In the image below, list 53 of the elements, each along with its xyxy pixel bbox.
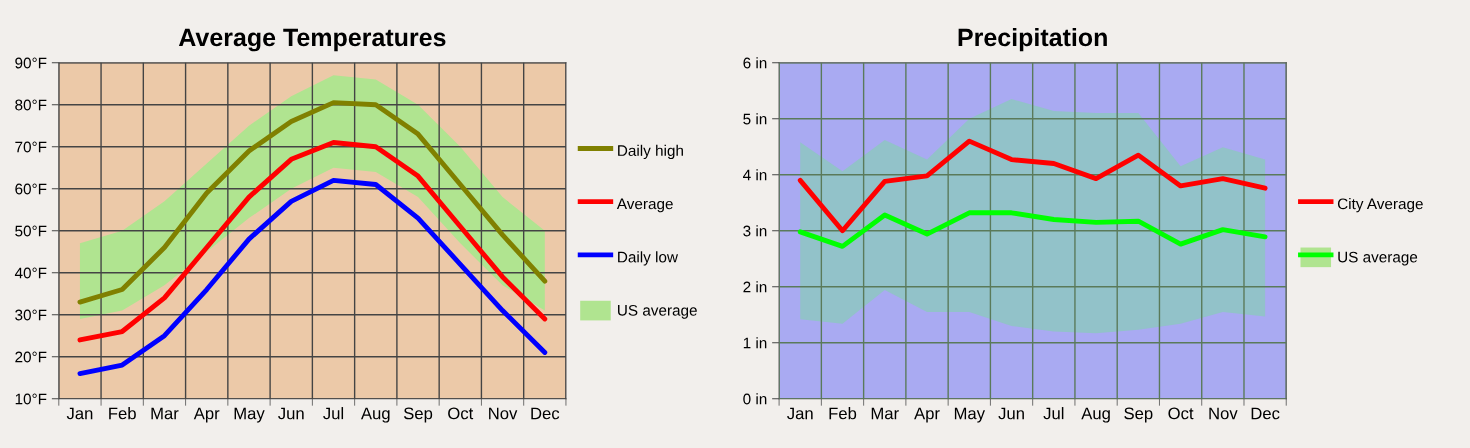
y-tick-label: 0 in: [743, 393, 767, 405]
x-tick-label: Mar: [871, 407, 899, 420]
legend-label: City Average: [1337, 198, 1423, 213]
y-tick-label: 2 in: [743, 281, 767, 293]
chart-title: Precipitation: [958, 27, 1107, 52]
y-tick-label: 50°F: [15, 225, 47, 237]
x-tick-label: Oct: [1168, 407, 1194, 420]
y-tick-label: 30°F: [15, 309, 47, 321]
x-tick-label: Feb: [109, 407, 136, 420]
line-series: [77, 177, 548, 376]
x-tick-label: Jan: [66, 407, 93, 420]
y-tick-label: 1 in: [743, 337, 767, 349]
y-tick-label: 5 in: [743, 113, 767, 125]
x-tick-label: Oct: [448, 407, 474, 420]
x-tick-label: Sep: [403, 407, 433, 423]
chart-title: Average Temperatures: [178, 28, 446, 52]
y-tick-label: 60°F: [15, 183, 47, 195]
legend-label: US average: [1338, 251, 1418, 266]
x-tick-label: May: [954, 407, 985, 423]
x-tick-label: Nov: [1209, 407, 1238, 420]
legend-label: US average: [618, 304, 697, 319]
y-tick-label: 6 in: [743, 57, 767, 69]
legend-label: Daily low: [618, 251, 679, 266]
y-tick-label: 40°F: [14, 267, 47, 279]
x-tick-label: May: [234, 407, 265, 423]
y-tick-label: 4 in: [743, 169, 767, 181]
x-tick-label: Jul: [1043, 407, 1064, 420]
legend-label: Daily high: [618, 144, 683, 160]
line-series: [77, 100, 548, 305]
x-tick-label: Aug: [360, 407, 390, 423]
x-tick-label: Dec: [1251, 407, 1280, 420]
x-tick-label: Jan: [787, 407, 813, 420]
x-tick-label: Sep: [1124, 407, 1153, 423]
x-tick-label: Aug: [1081, 407, 1110, 423]
x-tick-label: Dec: [531, 407, 560, 420]
y-tick-label: 70°F: [15, 141, 47, 153]
x-tick-label: Jun: [278, 407, 304, 420]
x-tick-label: Mar: [151, 407, 179, 420]
x-tick-label: Nov: [489, 407, 518, 420]
y-tick-label: 3 in: [743, 225, 767, 237]
y-tick-label: 20°F: [15, 351, 47, 363]
y-tick-label: 10°F: [15, 393, 47, 405]
line-series: [797, 138, 1268, 234]
x-tick-label: Feb: [829, 407, 857, 420]
x-tick-label: Apr: [914, 407, 940, 423]
x-tick-label: Jun: [998, 407, 1024, 420]
line-series: [77, 140, 548, 343]
x-tick-label: Jul: [323, 407, 344, 420]
line-series: [797, 210, 1268, 249]
legend-label: Average: [616, 198, 673, 213]
y-tick-label: 80°F: [15, 99, 47, 111]
x-tick-label: Apr: [193, 407, 220, 423]
y-tick-label: 90°F: [15, 57, 47, 69]
